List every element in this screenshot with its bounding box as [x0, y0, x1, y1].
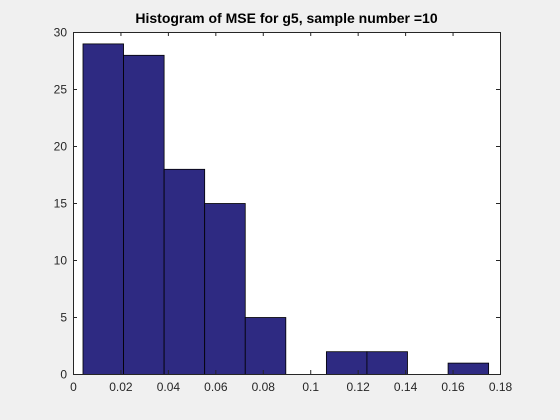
- x-tick-label: 0.12: [346, 380, 370, 394]
- chart-title: Histogram of MSE for g5, sample number =…: [135, 10, 437, 26]
- x-tick-label: 0.1: [302, 380, 319, 394]
- y-tick-label: 0: [60, 368, 67, 382]
- x-tick-label: 0.14: [394, 380, 418, 394]
- y-tick-label: 10: [54, 254, 68, 268]
- histogram-bar: [205, 204, 246, 375]
- y-tick-label: 15: [54, 197, 68, 211]
- y-tick-label: 25: [54, 83, 68, 97]
- y-tick-label: 20: [54, 140, 68, 154]
- y-tick-label: 30: [54, 26, 68, 40]
- x-tick-label: 0.04: [157, 380, 181, 394]
- histogram-bar: [367, 352, 408, 375]
- x-tick-label: 0.16: [441, 380, 465, 394]
- histogram-bar: [326, 352, 367, 375]
- x-tick-label: 0.18: [489, 380, 513, 394]
- x-tick-label: 0.02: [109, 380, 133, 394]
- x-tick-label: 0.08: [252, 380, 276, 394]
- histogram-bar: [448, 363, 489, 374]
- histogram-bar: [164, 169, 205, 374]
- histogram-bar: [83, 44, 124, 375]
- histogram-bar: [245, 318, 286, 375]
- histogram-bar: [124, 55, 165, 374]
- x-tick-label: 0.06: [204, 380, 228, 394]
- x-tick-label: 0: [70, 380, 77, 394]
- y-tick-label: 5: [60, 311, 67, 325]
